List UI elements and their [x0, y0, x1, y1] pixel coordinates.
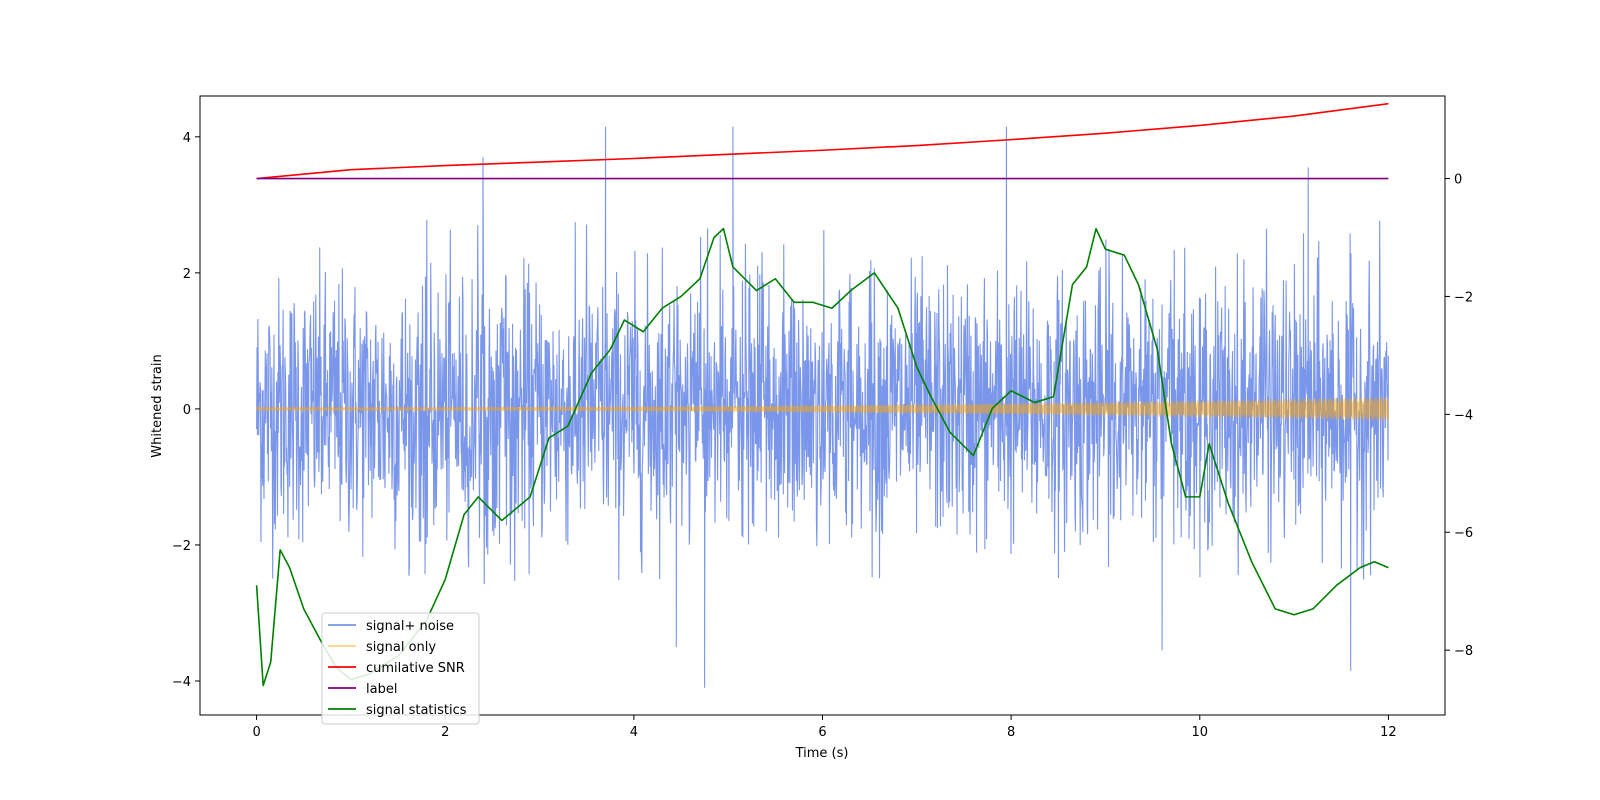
x-tick-label: 10: [1191, 725, 1208, 740]
series-layer: [255, 102, 1389, 688]
y-right-tick-label: −4: [1454, 408, 1473, 423]
x-tick-label: 0: [252, 725, 260, 740]
x-tick-label: 12: [1380, 725, 1397, 740]
y-right-tick-label: −2: [1454, 290, 1473, 305]
legend-label: cumilative SNR: [366, 661, 465, 676]
legend-label: signal+ noise: [366, 619, 454, 634]
y-right-tick-label: −8: [1454, 644, 1473, 659]
x-tick-label: 6: [818, 725, 826, 740]
y-left-tick-label: 0: [183, 403, 191, 418]
series-signal-noise: [256, 126, 1389, 688]
series-cumulative-snr: [256, 102, 1389, 180]
x-tick-label: 4: [630, 725, 638, 740]
legend-label: signal statistics: [366, 703, 467, 718]
legend: signal+ noise signal only cumilative SNR la…: [321, 612, 480, 725]
y-left-tick-label: 2: [183, 267, 191, 282]
y-axis-right: −8 −6 −4 −2 0: [1445, 173, 1473, 659]
legend-label: label: [366, 682, 397, 697]
y-axis-left: −4 −2 0 2 4: [172, 131, 200, 690]
x-tick-label: 8: [1007, 725, 1015, 740]
y-left-tick-label: −4: [172, 675, 191, 690]
y-axis-label: Whitened strain: [150, 354, 165, 457]
y-right-tick-label: −6: [1454, 526, 1473, 541]
y-left-tick-label: −2: [172, 539, 191, 554]
legend-label: signal only: [366, 640, 436, 655]
series-signal-only: [256, 396, 1389, 422]
y-right-tick-label: 0: [1454, 173, 1462, 188]
x-axis-label: Time (s): [795, 746, 849, 761]
y-left-tick-label: 4: [183, 131, 191, 146]
legend-box: [321, 612, 480, 725]
x-tick-label: 2: [441, 725, 449, 740]
